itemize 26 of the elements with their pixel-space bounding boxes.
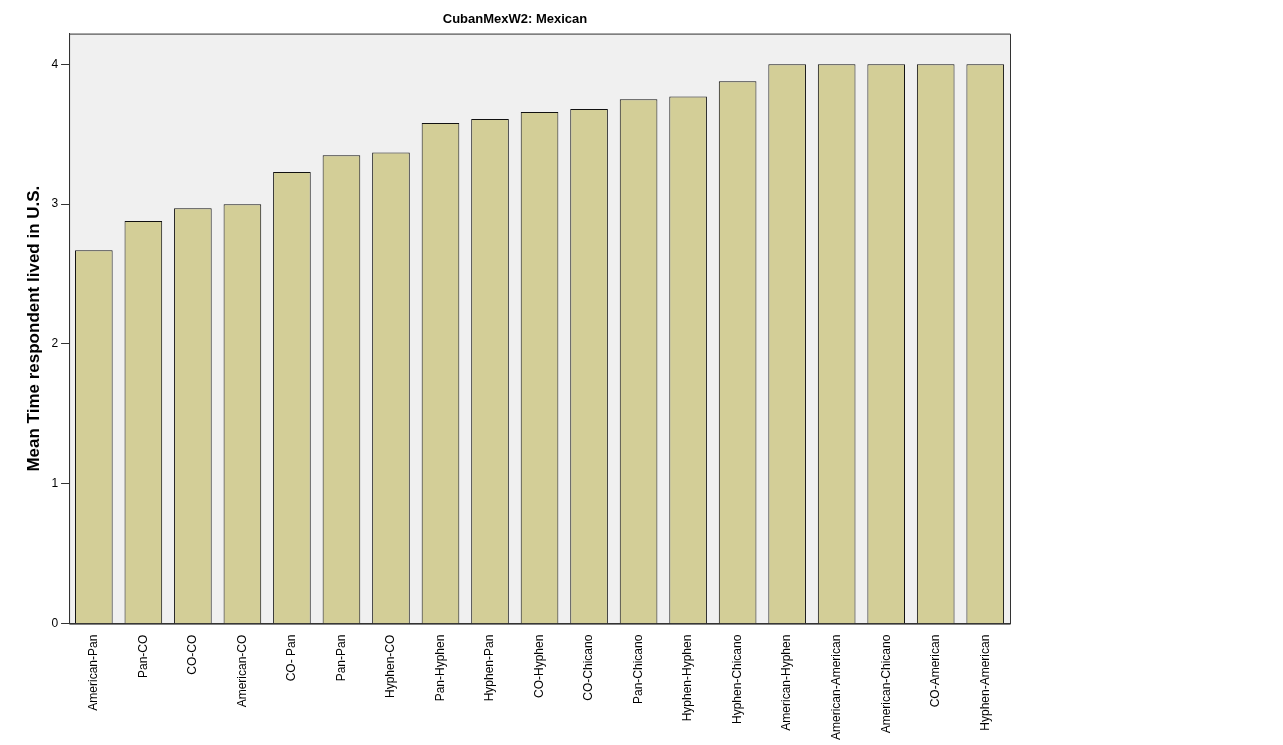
x-tick-label: Hyphen-Hyphen [680, 634, 695, 722]
x-tick-label: American-CO [234, 634, 249, 708]
chart-title: CubanMexW2: Mexican [442, 11, 588, 27]
x-tick-label: American-Pan [86, 634, 101, 711]
x-tick-label: Pan-CO [135, 634, 150, 678]
x-tick-label: CO-American [928, 634, 943, 708]
y-axis-title: Mean Time respondent lived in U.S. [23, 185, 43, 472]
y-tick-label: 2 [51, 336, 59, 351]
x-tick-label: CO-CO [185, 634, 200, 675]
x-tick-label: CO-Chicano [581, 634, 596, 701]
x-tick-label: CO-Hyphen [531, 634, 546, 698]
x-tick-label: Pan-Hyphen [432, 634, 447, 702]
x-tick-label: American-American [828, 634, 843, 741]
x-tick-label: Pan-Pan [333, 634, 348, 682]
x-tick-label: Hyphen-American [977, 634, 992, 731]
x-tick-label: Pan-Chicano [630, 634, 645, 705]
y-tick-label: 1 [51, 476, 59, 491]
y-tick-label: 4 [51, 56, 59, 71]
y-tick-label: 3 [51, 196, 59, 211]
x-tick-label: American-Chicano [878, 634, 893, 734]
x-tick-label: CO- Pan [284, 634, 299, 682]
x-tick-label: American-Hyphen [779, 634, 794, 731]
x-tick-label: Hyphen-Pan [482, 634, 497, 702]
x-tick-label: Hyphen-CO [383, 634, 398, 698]
x-tick-label: Hyphen-Chicano [729, 634, 744, 725]
y-tick-label: 0 [51, 615, 59, 630]
